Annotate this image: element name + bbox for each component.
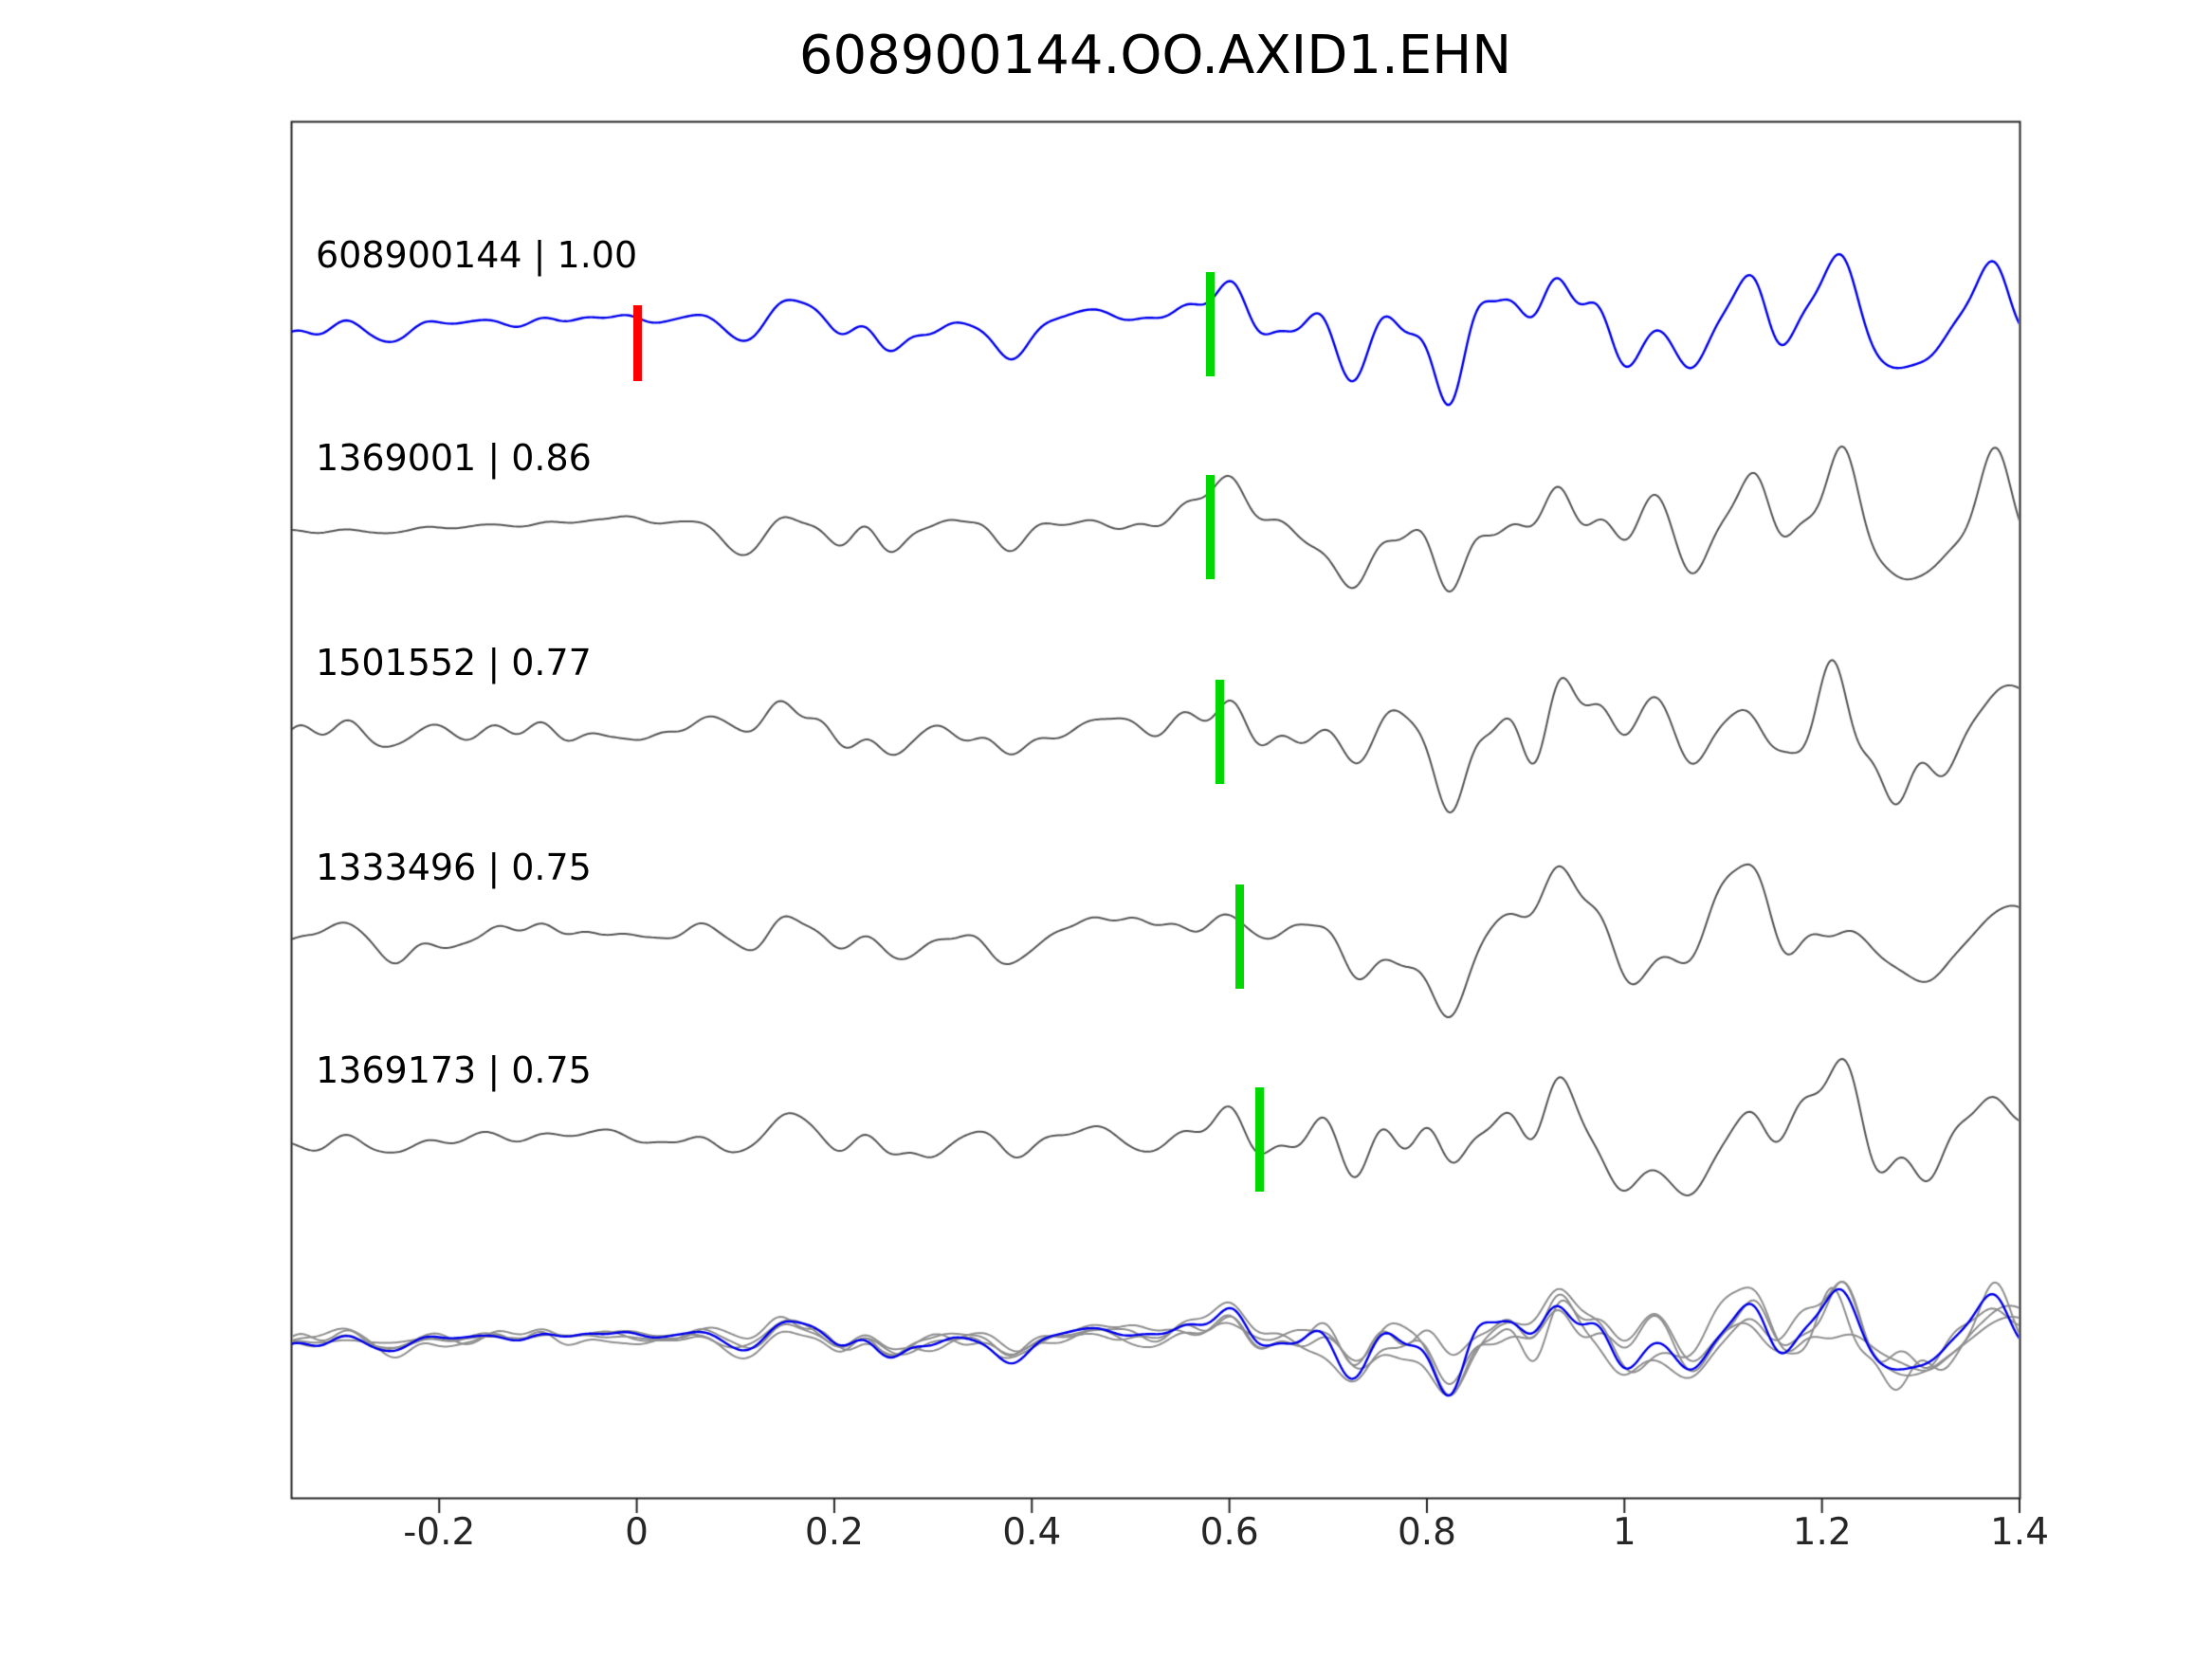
origin-time-marker bbox=[632, 305, 642, 381]
trace-label-608900144: 608900144 | 1.00 bbox=[316, 234, 638, 276]
pick-marker bbox=[1235, 884, 1245, 989]
x-tick-label: 1.4 bbox=[1989, 1511, 2050, 1554]
pick-marker bbox=[1205, 272, 1215, 376]
chart-title: 608900144.OO.AXID1.EHN bbox=[798, 25, 1512, 86]
trace-label-1333496: 1333496 | 0.75 bbox=[316, 847, 592, 888]
x-tick-label: 1.2 bbox=[1792, 1511, 1852, 1554]
x-tick-label: 1 bbox=[1612, 1511, 1636, 1554]
trace-label-1369001: 1369001 | 0.86 bbox=[316, 437, 592, 479]
x-tick-label: 0.4 bbox=[1002, 1511, 1062, 1554]
trace-label-1501552: 1501552 | 0.77 bbox=[316, 642, 592, 684]
pick-marker bbox=[1254, 1087, 1264, 1192]
x-tick-label: 0 bbox=[625, 1511, 649, 1554]
x-tick-label: 0.6 bbox=[1199, 1511, 1259, 1554]
x-tick-label: 0.2 bbox=[804, 1511, 864, 1554]
trace-label-1369173: 1369173 | 0.75 bbox=[316, 1049, 592, 1091]
x-tick-label: 0.8 bbox=[1397, 1511, 1456, 1554]
x-tick-label: -0.2 bbox=[403, 1511, 476, 1554]
pick-marker bbox=[1216, 680, 1225, 784]
pick-marker bbox=[1205, 475, 1215, 579]
